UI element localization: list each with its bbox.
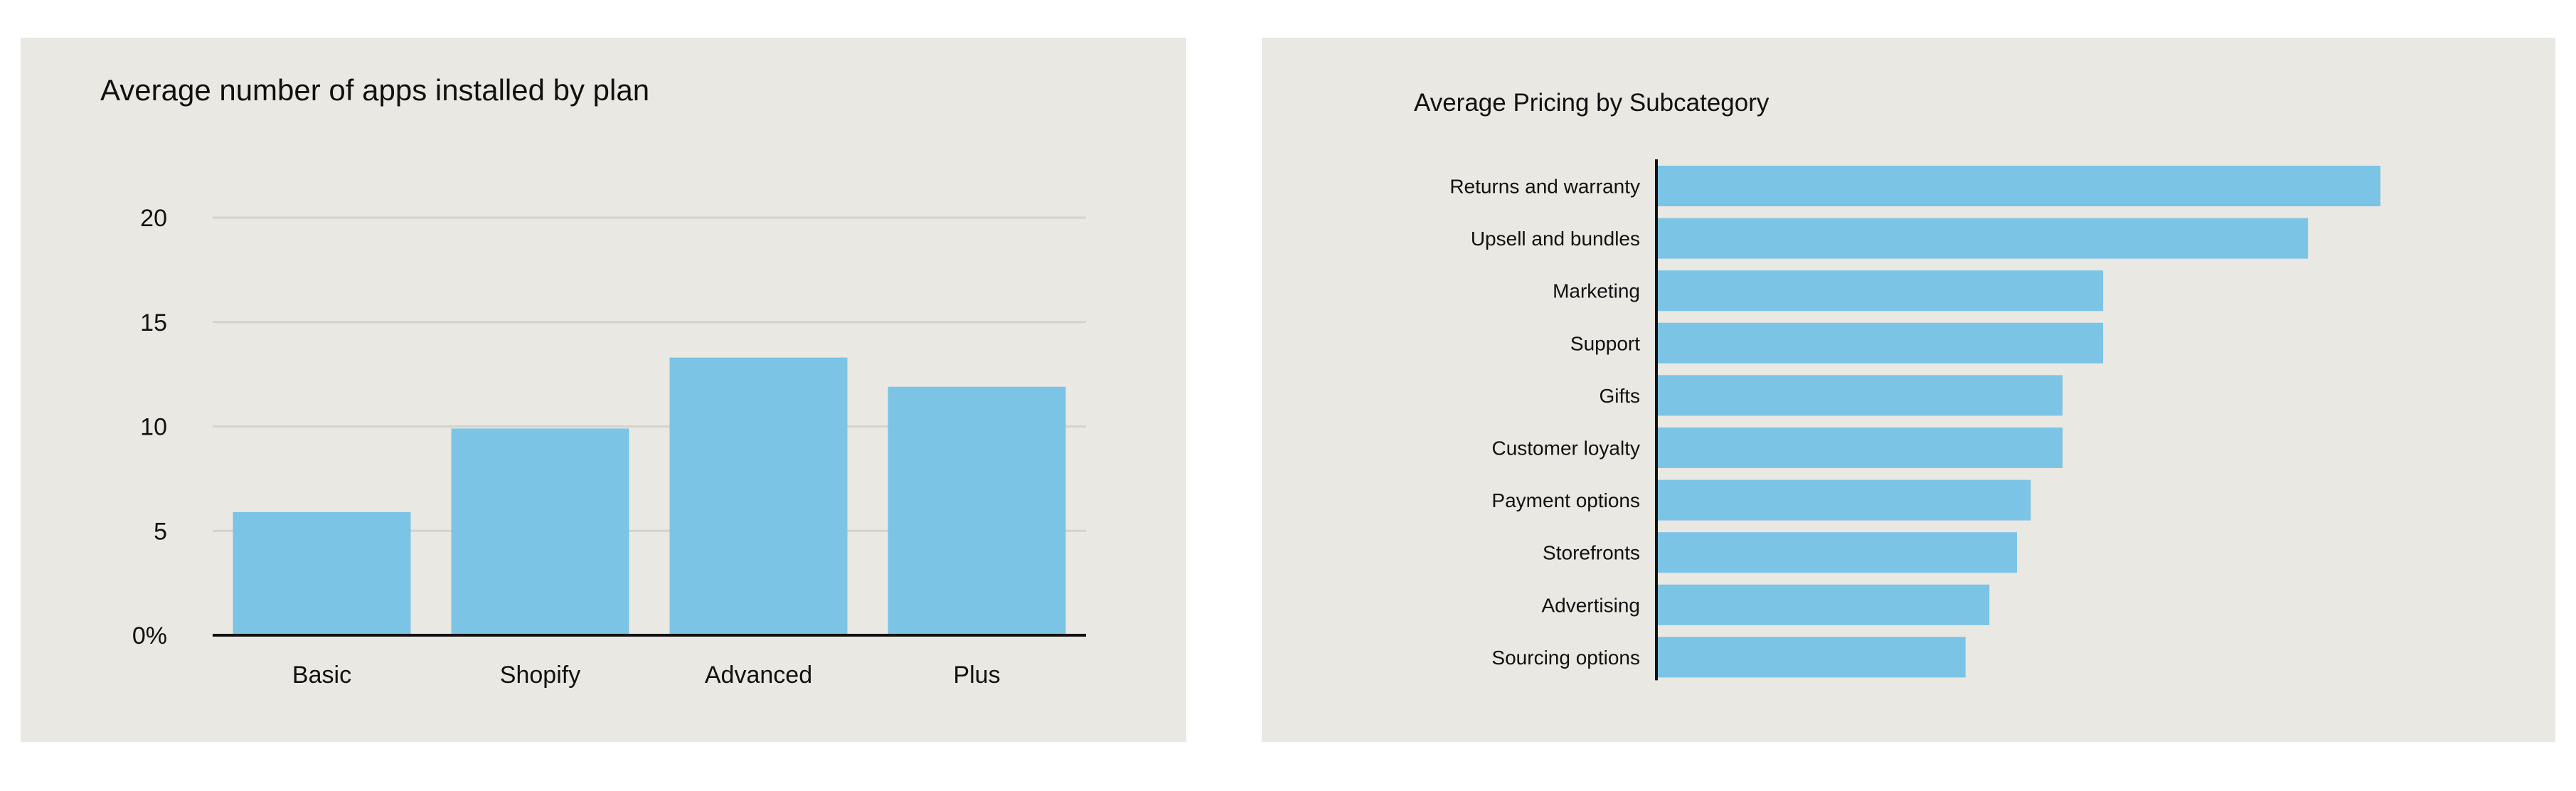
bar — [1656, 584, 1990, 625]
bar — [1656, 428, 2063, 468]
category-label: Marketing — [1553, 280, 1640, 302]
bar — [888, 386, 1066, 635]
y-tick-label: 15 — [140, 309, 167, 336]
y-tick-label: 0% — [132, 622, 167, 649]
chart-title: Average number of apps installed by plan — [100, 73, 650, 107]
category-label: Customer loyalty — [1491, 437, 1640, 460]
bar — [1656, 532, 2017, 573]
chart-title: Average Pricing by Subcategory — [1414, 89, 1769, 117]
category-label: Advertising — [1541, 594, 1640, 616]
y-tick-label: 20 — [140, 205, 167, 232]
bar — [1656, 270, 2104, 312]
bar — [451, 428, 629, 635]
bar — [1656, 637, 1966, 678]
x-tick-label: Plus — [953, 662, 1000, 689]
x-tick-label: Shopify — [500, 662, 580, 689]
bar — [1656, 479, 2031, 521]
x-tick-label: Basic — [292, 662, 351, 689]
pricing-by-subcategory-chart-panel: Average Pricing by Subcategory Returns a… — [1262, 38, 2555, 742]
bar — [1656, 166, 2380, 206]
bar — [1656, 218, 2309, 259]
category-label: Sourcing options — [1491, 647, 1640, 669]
category-label: Payment options — [1491, 489, 1640, 511]
category-label: Returns and warranty — [1449, 176, 1640, 198]
x-tick-label: Advanced — [705, 662, 812, 689]
y-tick-label: 5 — [154, 518, 167, 545]
pricing-by-subcategory-chart: Returns and warranty Upsell and bundles Ma… — [1449, 159, 2380, 681]
bar — [1656, 375, 2063, 416]
bar — [1656, 322, 2104, 363]
y-tick-label: 10 — [140, 414, 167, 441]
category-label: Storefronts — [1543, 542, 1640, 564]
apps-by-plan-chart: 0% 5 10 15 20 Basic Shopify Advanced Plus — [132, 205, 1086, 689]
apps-by-plan-chart-panel: Average number of apps installed by plan… — [21, 38, 1186, 742]
category-label: Upsell and bundles — [1471, 228, 1640, 250]
bar — [233, 511, 411, 635]
bar — [669, 357, 848, 635]
category-label: Gifts — [1599, 385, 1640, 407]
category-label: Support — [1570, 332, 1640, 354]
